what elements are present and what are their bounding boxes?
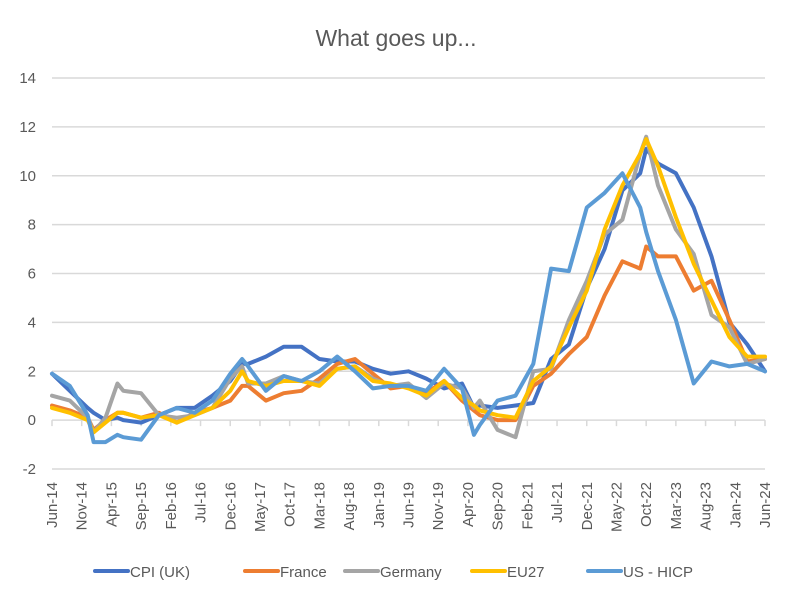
x-tick-label: Jan-24 (727, 482, 744, 528)
y-tick-label: -2 (23, 461, 36, 478)
y-tick-label: 8 (28, 217, 36, 234)
x-tick-label: Nov-19 (430, 482, 447, 530)
x-tick-label: Aug-23 (698, 482, 715, 530)
legend-label: France (280, 564, 327, 581)
x-tick-label: Jul-16 (193, 482, 210, 523)
x-tick-label: Mar-23 (668, 482, 685, 530)
x-tick-label: Dec-16 (222, 482, 239, 530)
legend-label: US - HICP (623, 564, 693, 581)
x-tick-label: Jun-14 (44, 482, 61, 528)
x-tick-label: Sep-15 (133, 482, 150, 530)
legend: CPI (UK) France Germany EU27 US - HICP (93, 564, 693, 581)
series-line-germany (50, 134, 767, 440)
x-tick-label: Mar-18 (311, 482, 328, 530)
x-tick-label: Jun-19 (401, 482, 418, 528)
x-tick-label: Apr-20 (460, 482, 477, 527)
legend-item: Germany (343, 564, 442, 581)
x-tick-label: Jul-21 (549, 482, 566, 523)
y-tick-label: 6 (28, 266, 36, 283)
x-tick-label: Sep-20 (490, 482, 507, 530)
x-axis: Jun-14 Nov-14 Apr-15 Sep-15 Feb-16 Jul-16 Dec-… (44, 419, 774, 532)
y-axis: -2 0 2 4 6 8 10 12 14 (19, 70, 36, 478)
x-tick-label: Oct-17 (282, 482, 299, 527)
legend-item: CPI (UK) (93, 564, 190, 581)
x-tick-label: May-17 (252, 482, 269, 532)
legend-item: US - HICP (586, 564, 693, 581)
legend-label: EU27 (507, 564, 545, 581)
chart-title: What goes up... (315, 25, 476, 51)
legend-label: Germany (380, 564, 442, 581)
legend-item: EU27 (470, 564, 545, 581)
series-line-us-hicp (50, 171, 767, 445)
x-tick-label: Nov-14 (74, 482, 91, 530)
gridlines (52, 77, 765, 470)
x-tick-label: Apr-15 (103, 482, 120, 527)
y-tick-label: 4 (28, 314, 36, 331)
x-tick-label: Feb-16 (163, 482, 180, 530)
x-tick-label: Aug-18 (341, 482, 358, 530)
x-tick-label: Jan-19 (371, 482, 388, 528)
series-lines (50, 134, 767, 445)
series-line-cpi-uk- (50, 146, 767, 425)
y-tick-label: 10 (19, 168, 36, 185)
y-tick-label: 12 (19, 119, 36, 136)
y-tick-label: 14 (19, 70, 36, 87)
x-tick-label: Dec-21 (579, 482, 596, 530)
y-tick-label: 2 (28, 363, 36, 380)
x-tick-label: May-22 (608, 482, 625, 532)
y-tick-label: 0 (28, 412, 36, 429)
x-tick-label: Oct-22 (638, 482, 655, 527)
legend-label: CPI (UK) (130, 564, 190, 581)
x-tick-label: Jun-24 (757, 482, 774, 528)
x-tick-label: Feb-21 (519, 482, 536, 530)
legend-item: France (243, 564, 327, 581)
